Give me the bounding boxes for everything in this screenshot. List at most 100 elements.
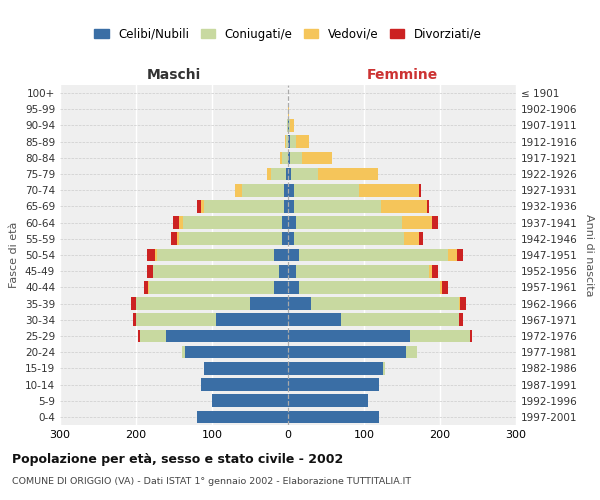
- Text: COMUNE DI ORIGGIO (VA) - Dati ISTAT 1° gennaio 2002 - Elaborazione TUTTITALIA.IT: COMUNE DI ORIGGIO (VA) - Dati ISTAT 1° g…: [12, 478, 411, 486]
- Bar: [173, 216, 179, 229]
- Bar: [404, 232, 419, 245]
- Bar: [200, 200, 205, 212]
- Bar: [289, 119, 290, 132]
- Bar: [290, 136, 296, 148]
- Bar: [433, 216, 439, 229]
- Bar: [459, 298, 460, 310]
- Bar: [410, 330, 470, 342]
- Legend: Celibi/Nubili, Coniugati/e, Vedovi/e, Divorziati/e: Celibi/Nubili, Coniugati/e, Vedovi/e, Di…: [89, 23, 487, 46]
- Bar: [183, 216, 282, 229]
- Bar: [288, 200, 294, 212]
- Bar: [288, 216, 296, 229]
- Bar: [274, 248, 288, 262]
- Bar: [287, 119, 288, 132]
- Bar: [419, 232, 423, 245]
- Bar: [382, 200, 427, 212]
- Bar: [296, 265, 428, 278]
- Bar: [288, 314, 341, 326]
- Bar: [138, 330, 140, 342]
- Bar: [288, 298, 311, 310]
- Bar: [282, 216, 288, 229]
- Bar: [179, 216, 183, 229]
- Bar: [136, 298, 250, 310]
- Bar: [148, 281, 149, 293]
- Bar: [296, 216, 402, 229]
- Bar: [157, 248, 274, 262]
- Bar: [268, 168, 271, 180]
- Bar: [288, 265, 296, 278]
- Bar: [302, 152, 332, 164]
- Bar: [280, 152, 282, 164]
- Y-axis label: Fasce di età: Fasce di età: [10, 222, 19, 288]
- Bar: [294, 232, 404, 245]
- Bar: [250, 298, 288, 310]
- Bar: [136, 314, 216, 326]
- Bar: [235, 184, 242, 196]
- Bar: [216, 314, 288, 326]
- Bar: [288, 330, 410, 342]
- Bar: [279, 265, 288, 278]
- Bar: [274, 281, 288, 293]
- Bar: [146, 265, 153, 278]
- Bar: [299, 281, 440, 293]
- Bar: [286, 136, 288, 148]
- Bar: [470, 330, 472, 342]
- Bar: [282, 232, 288, 245]
- Bar: [133, 314, 136, 326]
- Bar: [459, 314, 463, 326]
- Bar: [200, 378, 288, 391]
- Bar: [242, 184, 284, 196]
- Bar: [286, 168, 288, 180]
- Bar: [457, 248, 463, 262]
- Bar: [288, 378, 379, 391]
- Bar: [212, 394, 288, 407]
- Bar: [288, 103, 289, 116]
- Bar: [317, 168, 379, 180]
- Bar: [290, 152, 302, 164]
- Bar: [288, 152, 290, 164]
- Bar: [288, 232, 294, 245]
- Bar: [440, 281, 442, 293]
- Y-axis label: Anni di nascita: Anni di nascita: [584, 214, 594, 296]
- Bar: [288, 119, 289, 132]
- Text: Popolazione per età, sesso e stato civile - 2002: Popolazione per età, sesso e stato civil…: [12, 452, 343, 466]
- Bar: [171, 232, 177, 245]
- Bar: [428, 265, 433, 278]
- Bar: [288, 410, 379, 423]
- Bar: [205, 200, 284, 212]
- Bar: [143, 281, 148, 293]
- Bar: [448, 248, 457, 262]
- Bar: [182, 346, 185, 358]
- Bar: [140, 330, 166, 342]
- Bar: [153, 265, 154, 278]
- Bar: [442, 281, 448, 293]
- Bar: [383, 362, 385, 374]
- Bar: [288, 362, 383, 374]
- Bar: [203, 362, 205, 374]
- Bar: [460, 298, 466, 310]
- Bar: [131, 298, 136, 310]
- Bar: [205, 362, 288, 374]
- Bar: [433, 265, 439, 278]
- Text: Femmine: Femmine: [367, 68, 437, 82]
- Bar: [197, 200, 200, 212]
- Bar: [288, 168, 291, 180]
- Bar: [402, 216, 433, 229]
- Bar: [271, 168, 286, 180]
- Bar: [288, 281, 299, 293]
- Bar: [427, 200, 428, 212]
- Bar: [296, 136, 309, 148]
- Bar: [154, 265, 279, 278]
- Text: Maschi: Maschi: [147, 68, 201, 82]
- Bar: [149, 281, 274, 293]
- Bar: [166, 330, 288, 342]
- Bar: [341, 314, 459, 326]
- Bar: [291, 168, 317, 180]
- Bar: [359, 184, 419, 196]
- Bar: [177, 232, 179, 245]
- Bar: [155, 248, 157, 262]
- Bar: [197, 410, 288, 423]
- Bar: [179, 232, 282, 245]
- Bar: [311, 298, 459, 310]
- Bar: [285, 136, 286, 148]
